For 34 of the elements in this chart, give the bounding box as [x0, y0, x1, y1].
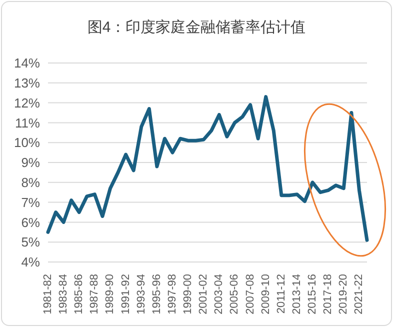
y-tick-label: 11%	[14, 115, 40, 130]
y-tick-label: 10%	[14, 135, 40, 150]
y-tick-label: 7%	[21, 194, 40, 210]
x-tick-label: 2015-16	[306, 274, 319, 314]
x-tick-label: 2021-22	[353, 274, 366, 314]
y-tick-label: 8%	[21, 175, 40, 190]
y-tick-label: 12%	[14, 95, 40, 110]
x-tick-label: 1983-84	[58, 274, 70, 314]
x-tick-label: 1999-00	[182, 274, 194, 314]
x-tick-label: 1997-98	[166, 274, 178, 314]
x-tick-label: 2009-10	[260, 274, 272, 314]
x-tick-label: 2017-18	[322, 274, 334, 314]
x-tick-label: 1987-88	[88, 274, 101, 314]
y-tick-label: 14%	[14, 56, 40, 71]
x-tick-label: 2003-04	[213, 274, 226, 314]
x-tick-label: 2005-06	[228, 274, 241, 314]
x-tick-label: 1991-92	[120, 274, 132, 314]
x-tick-label: 1995-96	[150, 274, 163, 314]
x-tick-label: 2011-12	[275, 274, 288, 314]
x-tick-label: 2013-14	[290, 274, 303, 314]
y-tick-label: 6%	[21, 214, 40, 230]
y-tick-label: 4%	[21, 254, 40, 270]
x-tick-label: 1989-90	[104, 274, 116, 314]
x-tick-label: 1981-82	[42, 274, 54, 314]
line-series	[46, 95, 369, 242]
y-tick-label: 5%	[21, 234, 40, 250]
x-tick-label: 2019-20	[338, 274, 350, 314]
x-tick-label: 1993-94	[135, 274, 148, 314]
y-tick-label: 9%	[21, 155, 40, 170]
chart-title: 图4：印度家庭金融储蓄率估计值	[86, 18, 307, 37]
x-tick-label: 2001-02	[198, 274, 210, 314]
x-tick-label: 2007-08	[244, 274, 256, 314]
y-tick-label: 13%	[14, 76, 40, 91]
x-tick-label: 1985-86	[73, 274, 86, 314]
